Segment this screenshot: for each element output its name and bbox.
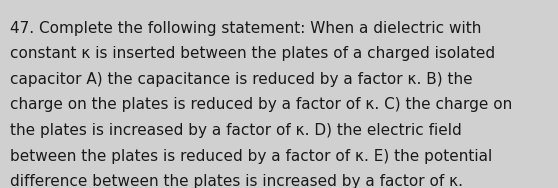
Text: constant κ is inserted between the plates of a charged isolated: constant κ is inserted between the plate… [10,46,495,61]
Text: difference between the plates is increased by a factor of κ.: difference between the plates is increas… [10,174,463,188]
Text: between the plates is reduced by a factor of κ. E) the potential: between the plates is reduced by a facto… [10,149,492,164]
Text: 47. Complete the following statement: When a dielectric with: 47. Complete the following statement: Wh… [10,21,482,36]
Text: capacitor A) the capacitance is reduced by a factor κ. B) the: capacitor A) the capacitance is reduced … [10,72,473,87]
Text: the plates is increased by a factor of κ. D) the electric field: the plates is increased by a factor of κ… [10,123,462,138]
Text: charge on the plates is reduced by a factor of κ. C) the charge on: charge on the plates is reduced by a fac… [10,97,512,112]
